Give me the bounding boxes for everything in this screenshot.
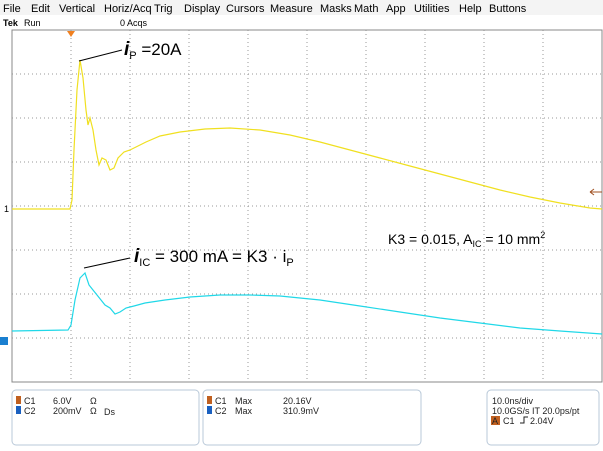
k3-label: K3 = 0.015, AIC = 10 mm2 xyxy=(388,230,545,249)
readout-scale: 200mV xyxy=(53,406,82,416)
sample-rate: 10.0GS/s IT 20.0ps/pt xyxy=(492,406,580,416)
vertical-box xyxy=(11,389,200,446)
trigger-badge xyxy=(491,416,500,425)
trigger-position xyxy=(67,31,75,37)
ch2-waveform xyxy=(11,271,603,335)
menu-item[interactable]: File xyxy=(3,3,21,15)
c1-swatch xyxy=(16,396,21,404)
horizontal-box xyxy=(486,389,600,446)
trigger-ch: C1 xyxy=(503,416,515,426)
measure-value: 310.9mV xyxy=(283,406,319,416)
readout-unit: Ω xyxy=(90,396,97,406)
c2-swatch xyxy=(16,406,21,414)
menu: File Edit Vertical Horiz/Acq Trig Display Curs… xyxy=(3,3,527,15)
trigger-slope xyxy=(520,416,528,424)
menu-item[interactable]: Utilities xyxy=(414,3,450,15)
measure-label: Max xyxy=(235,396,253,406)
ip-leader xyxy=(78,49,123,62)
menu-item[interactable]: Masks xyxy=(320,3,352,15)
readout-ch: C1 xyxy=(24,396,36,406)
ch2-marker xyxy=(0,337,8,345)
menu-item[interactable]: Help xyxy=(459,3,482,15)
iic-leader xyxy=(83,257,131,269)
menu-item[interactable]: App xyxy=(386,3,406,15)
readout-scale: 6.0V xyxy=(53,396,72,406)
ch1-marker: 1 xyxy=(4,204,9,214)
menu-item[interactable]: Edit xyxy=(31,3,50,15)
menu-item[interactable]: Buttons xyxy=(489,3,527,15)
measure-value: 20.16V xyxy=(283,396,312,406)
trigger-level-text: 2.04V xyxy=(530,416,554,426)
acqs: 0 Acqs xyxy=(120,18,148,28)
run-state: Run xyxy=(24,18,41,28)
measure-ch: C1 xyxy=(215,396,227,406)
menu-item[interactable]: Trig xyxy=(154,3,173,15)
ch1-waveform xyxy=(12,59,603,210)
brand: Tek xyxy=(3,18,19,28)
menu-item[interactable]: Measure xyxy=(270,3,313,15)
readout-unit: Ω xyxy=(90,406,97,416)
menu-item[interactable]: Math xyxy=(354,3,378,15)
trigger-mode: A xyxy=(492,416,498,426)
menu-item[interactable]: Cursors xyxy=(226,3,265,15)
menu-item[interactable]: Display xyxy=(184,3,221,15)
readout-extra: Ds xyxy=(104,407,115,417)
menu-item[interactable]: Vertical xyxy=(59,3,95,15)
iic-label: iIC = 300 mA = K3 · iP xyxy=(134,246,294,269)
c2-swatch xyxy=(207,406,212,414)
ip-label: iP =20A xyxy=(124,39,182,62)
c1-swatch xyxy=(207,396,212,404)
menu-item[interactable]: Horiz/Acq xyxy=(104,3,152,15)
trigger-level xyxy=(589,188,602,196)
measure-box xyxy=(202,389,422,446)
horizontal-scale: 10.0ns/div xyxy=(492,396,534,406)
menu-bar xyxy=(0,0,603,15)
measure-ch: C2 xyxy=(215,406,227,416)
measure-label: Max xyxy=(235,406,253,416)
readout-ch: C2 xyxy=(24,406,36,416)
